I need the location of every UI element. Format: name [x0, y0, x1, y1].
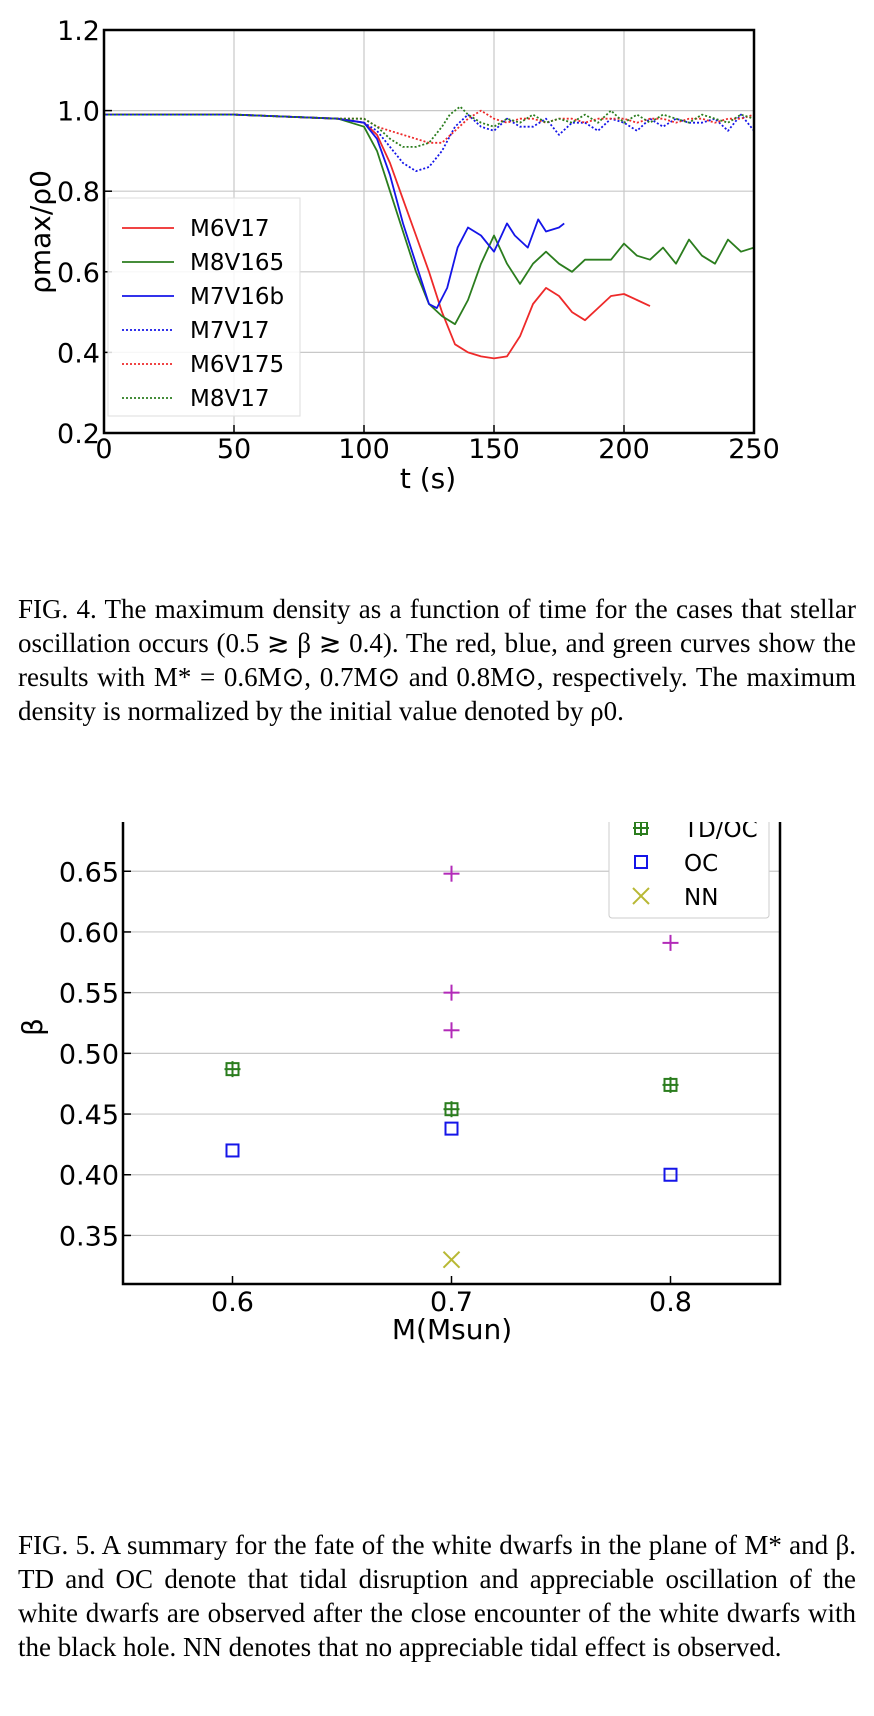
y-tick-label: 0.40 — [59, 1161, 119, 1192]
data-point-oc — [225, 1143, 240, 1158]
y-tick-label: 1.2 — [57, 16, 100, 47]
data-point-nn — [442, 1251, 461, 1269]
y-tick-label: 0.45 — [59, 1100, 119, 1131]
legend-label: M6V175 — [190, 352, 284, 378]
x-tick-label: 0.7 — [430, 1287, 473, 1318]
x-axis-label: t (s) — [400, 462, 456, 495]
y-axis-label: β — [16, 1018, 49, 1036]
series-line-m6v17 — [104, 113, 651, 360]
figure-4-caption: FIG. 4. The maximum density as a functio… — [18, 594, 856, 726]
y-tick-label: 0.4 — [57, 338, 100, 369]
series-line-m8v17 — [104, 105, 754, 148]
data-point-oc — [663, 1167, 678, 1182]
x-tick-label: 50 — [217, 434, 251, 465]
x-tick-label: 0 — [95, 434, 112, 465]
data-point-td-oc — [443, 1101, 460, 1118]
data-point-td — [443, 1022, 460, 1039]
series-line-m7v16b — [104, 113, 565, 310]
legend-label: M7V16b — [190, 284, 284, 310]
y-tick-label: 0.60 — [59, 918, 119, 949]
data-point-td — [443, 984, 460, 1001]
y-tick-label: 0.35 — [59, 1221, 119, 1252]
x-tick-label: 0.8 — [649, 1287, 692, 1318]
legend-label: M7V17 — [190, 318, 269, 344]
x-tick-label: 100 — [338, 434, 390, 465]
legend-label: TD/OC — [683, 822, 758, 843]
series-line-m7v17 — [104, 113, 754, 173]
figure-5-caption: FIG. 5. A summary for the fate of the wh… — [18, 1530, 856, 1662]
data-points — [224, 865, 679, 1269]
y-tick-label: 0.50 — [59, 1039, 119, 1070]
legend-label: M8V17 — [190, 386, 269, 412]
legend-marker — [634, 855, 648, 869]
y-tick-label: 0.55 — [59, 979, 119, 1010]
legend-label: M6V17 — [190, 216, 269, 242]
y-tick-label: 0.6 — [57, 258, 100, 289]
x-tick-label: 250 — [728, 434, 780, 465]
legend-label: OC — [684, 851, 718, 877]
y-tick-label: 0.2 — [57, 419, 100, 450]
y-axis-label: ρmax/ρ0 — [24, 170, 57, 294]
x-tick-label: 200 — [598, 434, 650, 465]
plot-frame — [102, 28, 756, 435]
x-axis-label: M(Msun) — [392, 1313, 512, 1346]
data-point-td-oc — [224, 1061, 241, 1078]
axis-ticks: 0 50 100 150 200 250 0.2 0.4 0.6 0.8 1.0 1.2 — [57, 16, 780, 465]
series-line-m8v165 — [104, 113, 754, 326]
axis-ticks: 0.35 0.40 0.45 0.50 0.55 0.60 0.65 0.70 0.6 0.7 0.… — [59, 822, 692, 1318]
legend-marker — [632, 887, 650, 905]
data-point-td-oc — [662, 1076, 679, 1093]
data-point-td — [443, 865, 460, 882]
figure-5-scatter-chart: 0.35 0.40 0.45 0.50 0.55 0.60 0.65 0.70 0.6 0.7 0.… — [16, 822, 782, 1346]
y-tick-label: 1.0 — [57, 97, 100, 128]
x-tick-label: 150 — [468, 434, 520, 465]
legend: M6V17 M8V165 M7V16b M7V17 M6V175 M8V17 — [107, 197, 301, 417]
data-series — [104, 105, 754, 360]
y-tick-label: 0.70 — [59, 822, 119, 828]
data-point-oc — [444, 1121, 459, 1136]
legend-label: M8V165 — [190, 250, 284, 276]
legend-box — [608, 822, 770, 919]
x-tick-label: 0.6 — [211, 1287, 254, 1318]
y-tick-label: 0.65 — [59, 857, 119, 888]
y-tick-label: 0.8 — [57, 177, 100, 208]
legend-marker — [633, 822, 649, 836]
legend-label: NN — [684, 885, 718, 911]
data-point-td — [662, 934, 679, 951]
